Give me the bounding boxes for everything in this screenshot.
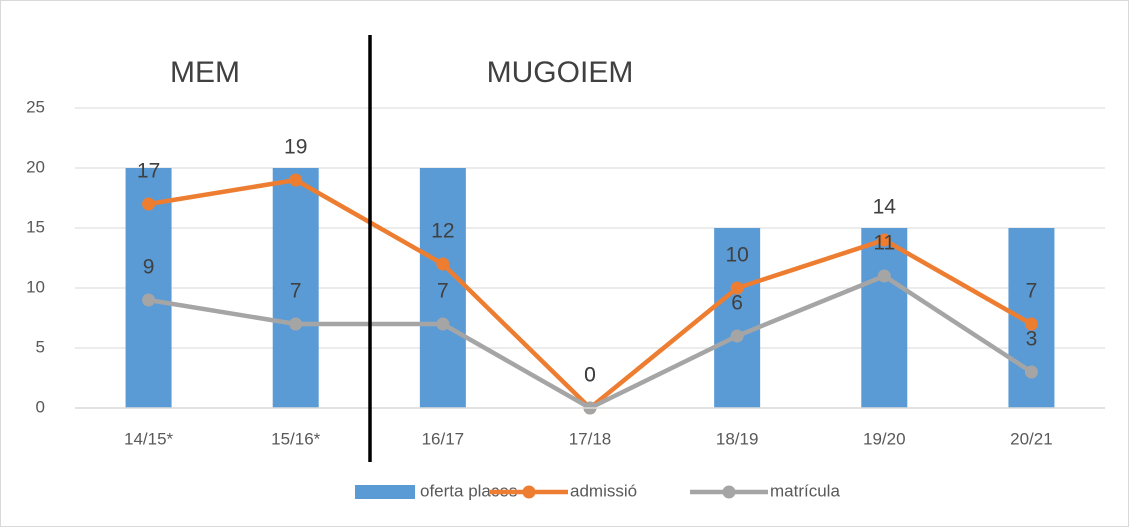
data-label: 0 — [584, 364, 596, 387]
annotation: MUGOIEM — [487, 56, 634, 89]
data-label: 14 — [873, 196, 897, 219]
marker — [1024, 317, 1038, 331]
data-label: 19 — [284, 136, 307, 159]
data-label: 17 — [137, 160, 160, 183]
marker — [289, 317, 303, 331]
marker — [289, 173, 303, 187]
data-label: 7 — [1026, 280, 1038, 303]
y-tick-label: 10 — [26, 277, 45, 296]
data-label: 10 — [725, 244, 748, 267]
x-tick-label: 14/15* — [124, 429, 174, 448]
data-label: 3 — [1026, 328, 1038, 351]
bar — [714, 228, 761, 408]
marker — [877, 269, 891, 283]
data-label: 7 — [290, 280, 302, 303]
marker — [1024, 365, 1038, 379]
y-tick-label: 0 — [36, 397, 45, 416]
y-tick-label: 25 — [26, 97, 45, 116]
data-label: 12 — [431, 220, 454, 243]
x-tick-label: 20/21 — [1010, 429, 1053, 448]
x-tick-label: 16/17 — [422, 429, 465, 448]
y-tick-label: 15 — [26, 217, 45, 236]
x-tick-label: 19/20 — [863, 429, 906, 448]
x-tick-label: 17/18 — [569, 429, 612, 448]
legend-marker — [522, 485, 536, 499]
marker — [436, 257, 450, 271]
y-tick-label: 5 — [36, 337, 45, 356]
marker — [877, 233, 891, 247]
marker — [730, 281, 744, 295]
legend-label: admissió — [570, 481, 637, 500]
data-label: 9 — [143, 256, 155, 279]
legend-label: oferta places — [420, 481, 517, 500]
data-label: 0 — [584, 364, 596, 387]
data-label: 6 — [731, 292, 743, 315]
legend-swatch — [355, 485, 415, 499]
bar — [419, 168, 466, 408]
marker — [142, 197, 156, 211]
marker — [436, 317, 450, 331]
legend-label: matrícula — [770, 481, 840, 500]
annotation: MEM — [170, 56, 240, 89]
y-tick-label: 20 — [26, 157, 45, 176]
x-tick-label: 15/16* — [271, 429, 321, 448]
data-label: 7 — [437, 280, 449, 303]
bar — [272, 168, 319, 408]
marker — [142, 293, 156, 307]
data-label: 11 — [873, 232, 895, 255]
bar — [861, 228, 908, 408]
x-tick-label: 18/19 — [716, 429, 759, 448]
marker — [730, 329, 744, 343]
legend-marker — [722, 485, 736, 499]
